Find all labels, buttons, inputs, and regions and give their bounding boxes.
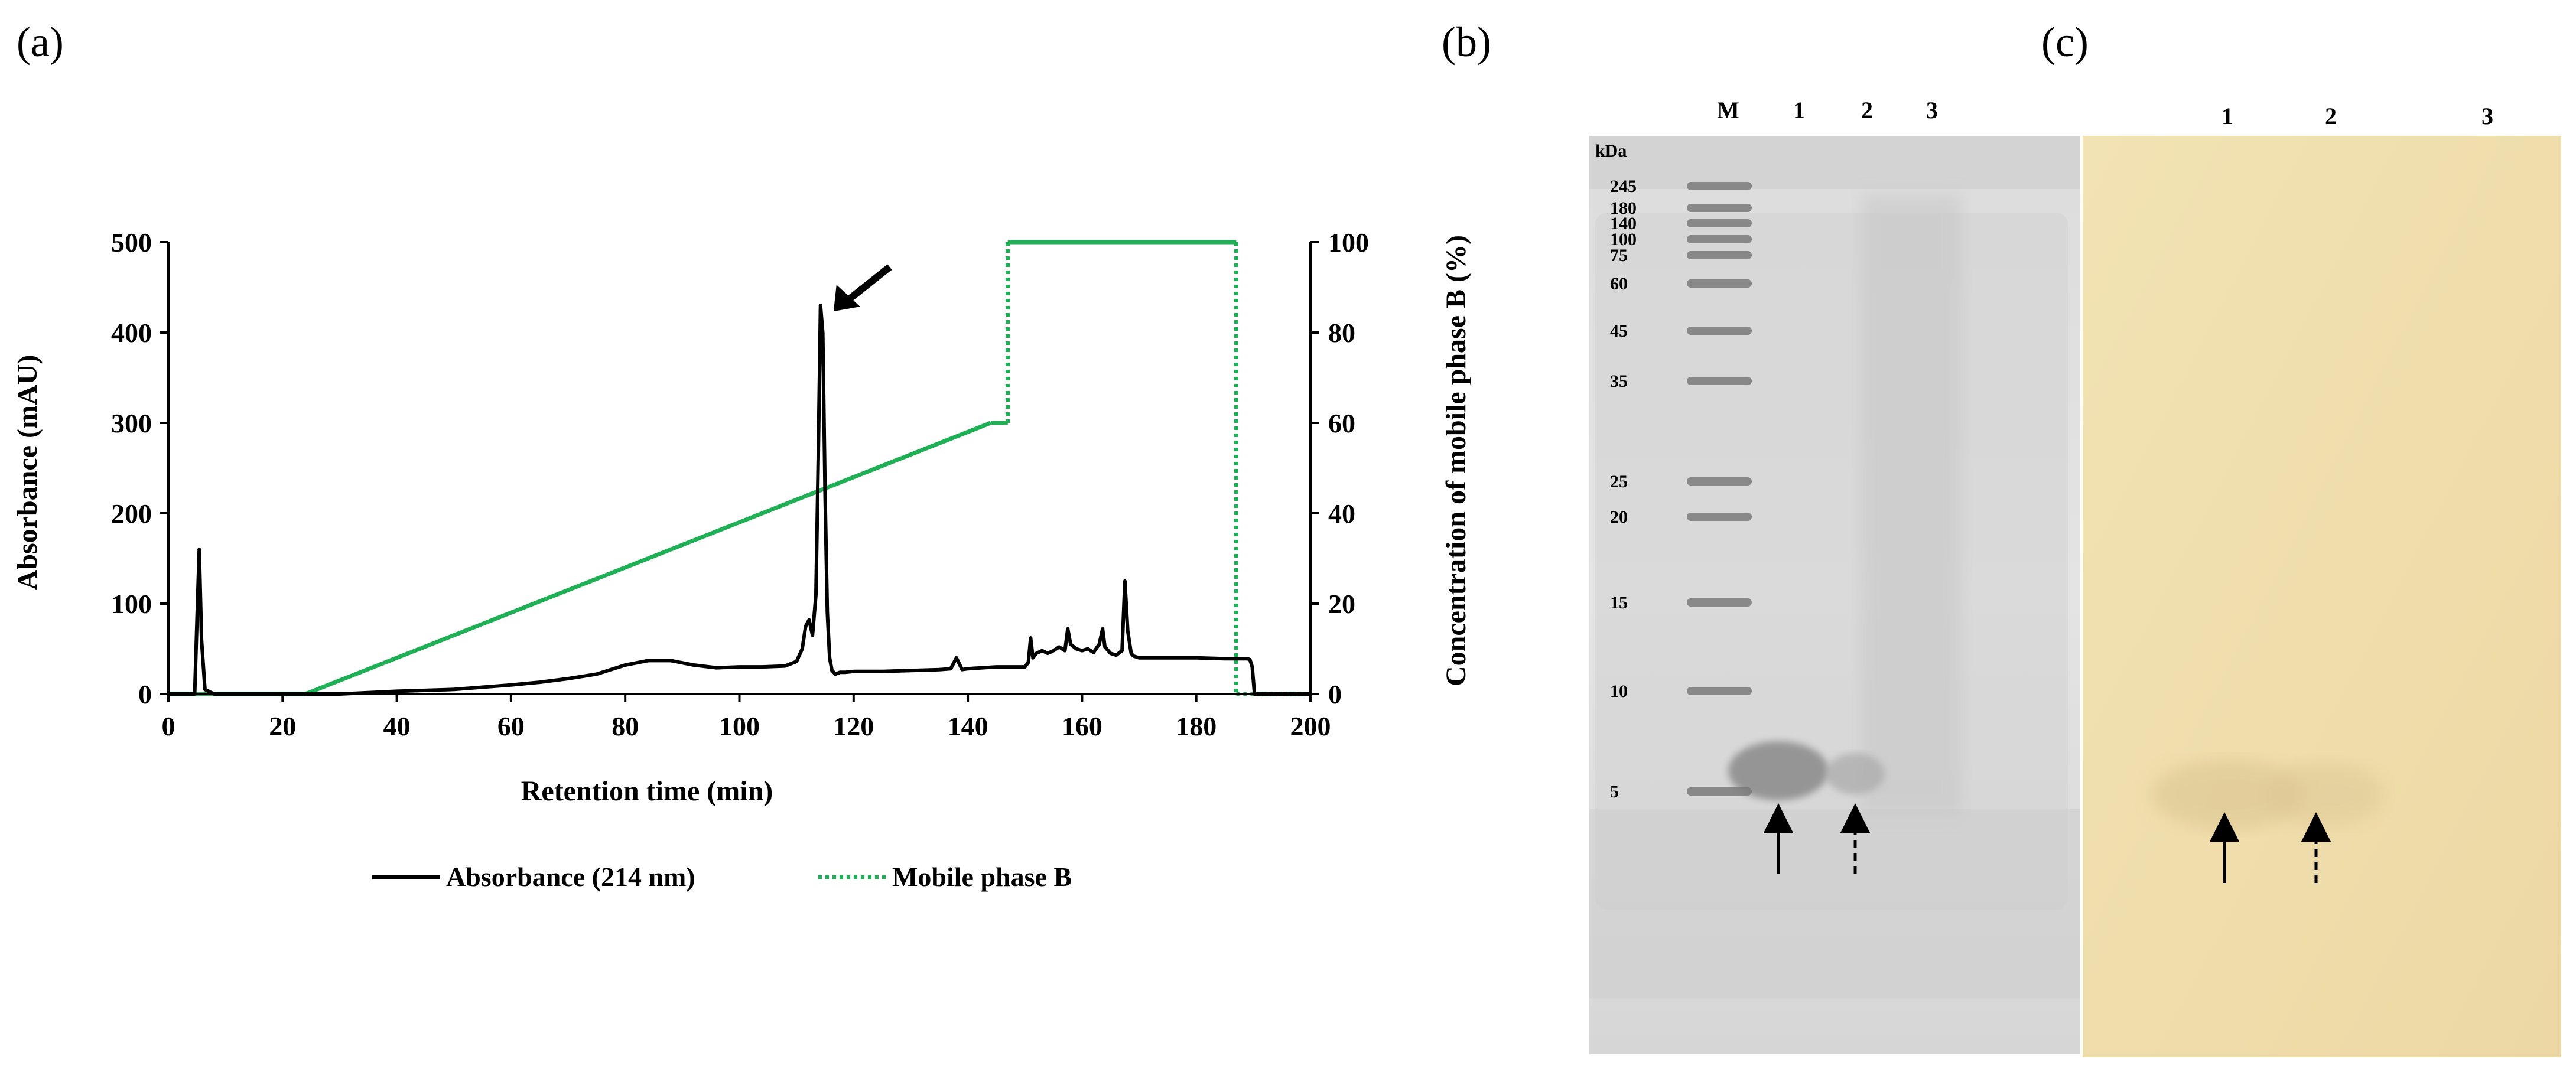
- y-tick-label: 0: [138, 679, 152, 709]
- y-tick-label: 400: [111, 318, 152, 348]
- marker-size-label: 10: [1610, 682, 1628, 701]
- chart-legend: Absorbance (214 nm) Mobile phase B: [372, 862, 1072, 892]
- gel-c-lane-label: 1: [2222, 103, 2233, 129]
- marker-band: [1687, 327, 1752, 335]
- gel-b-unit-label: kDa: [1595, 141, 1627, 161]
- y-axis-label: Absorbance (mAU): [12, 355, 43, 591]
- gel-c-lane-1-band: [2151, 759, 2304, 830]
- marker-band: [1687, 477, 1752, 486]
- marker-size-label: 75: [1610, 246, 1628, 265]
- marker-size-label: 60: [1610, 274, 1628, 294]
- x-tick-label: 100: [719, 711, 760, 741]
- marker-size-label: 100: [1610, 230, 1637, 249]
- gel-b-lane-2-band: [1826, 753, 1885, 794]
- marker-band: [1687, 377, 1752, 385]
- marker-size-label: 35: [1610, 372, 1628, 391]
- marker-size-label: 20: [1610, 507, 1628, 527]
- y-tick-label: 100: [111, 589, 152, 619]
- y2-tick-label: 60: [1328, 408, 1355, 438]
- marker-size-label: 45: [1610, 321, 1628, 341]
- marker-band: [1687, 513, 1752, 521]
- x-tick-label: 160: [1062, 711, 1102, 741]
- gel-c-background: [2083, 136, 2561, 1057]
- peak-arrow-annotation: [833, 264, 892, 312]
- arrow-shaft: [844, 264, 892, 304]
- gel-b-top-edge: [1589, 136, 2080, 189]
- gel-b-lane-labels: M 1 2 3: [1717, 97, 1938, 123]
- arrow-head: [833, 285, 860, 312]
- marker-band: [1687, 598, 1752, 607]
- x-tick-label: 180: [1176, 711, 1217, 741]
- gel-b-lane-label: 2: [1861, 97, 1873, 123]
- x-tick-label: 40: [383, 711, 411, 741]
- marker-band: [1687, 235, 1752, 243]
- marker-size-label: 245: [1610, 177, 1637, 196]
- y2-tick-label: 100: [1328, 227, 1369, 258]
- x-axis-label: Retention time (min): [521, 776, 773, 807]
- x-tick-label: 80: [612, 711, 639, 741]
- marker-size-label: 180: [1610, 198, 1637, 218]
- x-tick-label: 0: [162, 711, 175, 741]
- marker-band: [1687, 204, 1752, 212]
- marker-size-label: 25: [1610, 472, 1628, 491]
- x-tick-label: 200: [1290, 711, 1331, 741]
- marker-size-label: 140: [1610, 214, 1637, 233]
- chart-axes: [167, 242, 1312, 695]
- legend-label-absorbance: Absorbance (214 nm): [446, 862, 695, 892]
- marker-size-label: 5: [1610, 782, 1619, 801]
- y2-tick-label: 20: [1328, 589, 1355, 619]
- gel-panel-c: (c) 1 2 3: [2041, 18, 2561, 1057]
- y2-tick-label: 40: [1328, 498, 1355, 529]
- gel-b-separating-region: [1595, 213, 2068, 910]
- x-tick-label: 140: [948, 711, 988, 741]
- panel-label-a: (a): [17, 18, 64, 66]
- gel-b-lane-label: M: [1717, 97, 1739, 123]
- legend-label-mobile-phase-b: Mobile phase B: [892, 862, 1072, 892]
- gel-c-lane-2-band: [2266, 762, 2384, 827]
- chromatogram-chart: 0 20 40 60 80 100 120 140 160 180 2000100200300400…: [12, 227, 1472, 807]
- x-tick-label: 20: [269, 711, 296, 741]
- gel-c-lane-labels: 1 2 3: [2222, 103, 2493, 129]
- y2-tick-label: 0: [1328, 679, 1342, 709]
- series-absorbance: [168, 304, 1310, 696]
- gel-b-marker-bands: [1687, 182, 1752, 796]
- gel-b-lane-label: 1: [1793, 97, 1805, 123]
- x-tick-label: 60: [497, 711, 525, 741]
- gel-b-lane-1-band: [1728, 741, 1829, 800]
- chart-ticks: 0 20 40 60 80 100 120 140 160 180 2000100200300400…: [111, 227, 1369, 741]
- gel-b-dye-front: [1589, 809, 2080, 998]
- marker-band: [1687, 251, 1752, 259]
- marker-band: [1687, 182, 1752, 190]
- gel-c-image: 1 2 3: [2083, 103, 2561, 1057]
- absorbance-line: [168, 304, 1310, 696]
- y-tick-label: 200: [111, 498, 152, 529]
- gel-b-lane-label: 3: [1926, 97, 1938, 123]
- y-tick-label: 300: [111, 408, 152, 438]
- y2-tick-label: 80: [1328, 318, 1355, 348]
- gel-c-lane-label: 2: [2325, 103, 2337, 129]
- marker-size-label: 15: [1610, 593, 1628, 612]
- mobile-phase-b-segment: [304, 421, 992, 696]
- x-tick-label: 120: [833, 711, 874, 741]
- marker-band: [1687, 687, 1752, 695]
- gel-b-lane-2-smear: [1861, 195, 1962, 815]
- chromatogram-panel: (a) 0 20 40 60 80 100 120 140 160 180 200010020030…: [12, 18, 1472, 892]
- y2-axis-label: Concentration of mobile phase B (%): [1440, 235, 1472, 686]
- panel-label-b: (b): [1442, 18, 1491, 66]
- y-tick-label: 500: [111, 227, 152, 258]
- series-mobile-phase-b: [168, 240, 1310, 696]
- panel-label-c: (c): [2041, 18, 2089, 66]
- marker-band: [1687, 787, 1752, 796]
- marker-band: [1687, 279, 1752, 288]
- marker-band: [1687, 219, 1752, 227]
- gel-c-lane-label: 3: [2481, 103, 2493, 129]
